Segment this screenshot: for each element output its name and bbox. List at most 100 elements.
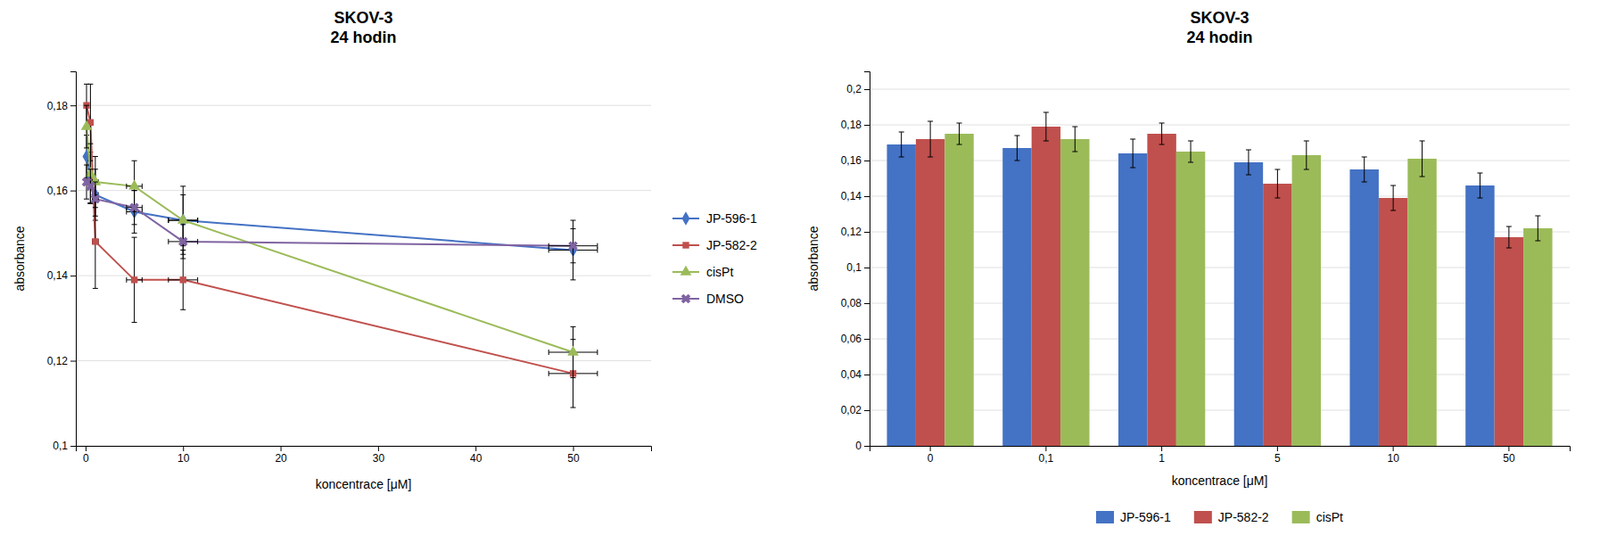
series [81,105,598,378]
tick-mark [70,445,76,447]
grid-line [869,374,1570,376]
tick-label: 0 [855,439,862,453]
grid-line [869,124,1570,126]
tick: 50 [567,445,580,465]
tick-label: 20 [274,452,288,465]
error-bar [1187,140,1194,163]
tick-label: 40 [470,452,483,465]
bar [1349,169,1378,446]
tick-mark [1508,445,1510,452]
tick-mark [864,160,870,162]
x-axis-title: koncentrace [μM] [1171,473,1269,488]
error-bar-x [92,239,99,245]
tick-mark [1277,445,1279,452]
tick: 0,18 [841,118,870,132]
grid-line [869,231,1570,233]
line-chart: 010203040500,10,120,140,160,18SKOV-324 h… [12,8,758,492]
grid-line [869,338,1570,340]
error-bar [956,123,963,145]
x-axis-title: koncentrace [μM] [315,477,413,492]
marker [177,214,190,224]
tick: 0,04 [841,368,870,381]
legend-item: JP-596-1 [1096,510,1172,525]
tick: 0 [927,445,934,465]
tick: 0 [82,445,90,465]
tick-label: 0,1 [1039,452,1055,465]
tick-label: 0,14 [47,269,69,282]
series-line [86,126,574,353]
legend-swatch [1194,511,1213,524]
legend-item: JP-582-2 [672,238,758,253]
y-axis: 0,10,120,140,160,18 [47,72,77,454]
chart-title: SKOV-324 hodin [329,8,396,47]
marker [81,120,93,131]
bar [1494,237,1524,446]
legend-label: JP-596-1 [1120,510,1172,525]
bar [1176,151,1205,446]
grid-line [75,275,652,277]
error-bar [1274,169,1280,198]
legend-item: JP-596-1 [672,211,758,226]
grid [75,105,652,446]
legend-marker [682,211,691,226]
series-line [86,181,574,247]
grid [869,89,1570,446]
error-bar [1534,215,1541,241]
bar [1292,155,1321,446]
tick-mark [85,445,87,452]
legend-marker [682,241,689,248]
marker [82,179,98,194]
tick-mark [864,303,870,305]
axis-line [870,446,1571,453]
tick: 30 [372,445,386,465]
tick-mark [378,445,380,452]
chart-title: SKOV-324 hodin [1186,8,1253,47]
bar [1002,148,1031,446]
tick-label: 0 [82,452,90,465]
tick-mark [864,89,870,91]
chart-title-line: SKOV-3 [1189,8,1249,27]
bar [944,133,974,446]
marker [91,238,99,245]
grid-line [869,410,1570,412]
tick-label: 10 [1386,452,1400,465]
grid-line [869,303,1570,305]
grid-line [869,160,1570,162]
legend: JP-596-1JP-582-2cisPtDMSO [672,211,758,306]
legend-marker [678,291,693,306]
chart-title-line: 24 hodin [329,28,396,47]
tick-mark [70,275,76,277]
tick: 0,16 [47,184,76,198]
plot-area [886,112,1552,446]
error-bar [1129,139,1136,168]
tick-mark [1393,445,1394,452]
tick: 0,08 [841,296,870,310]
error-bar [927,121,933,157]
tick-mark [1045,445,1047,452]
tick: 10 [177,445,190,465]
tick-label: 0 [927,452,934,465]
axis-line [76,446,652,453]
tick-label: 30 [372,452,386,465]
error-bar [1361,156,1368,182]
bar [1465,185,1494,446]
tick: 20 [274,445,288,465]
tick: 10 [1386,445,1400,465]
error-bar [1303,140,1310,170]
tick: 5 [1274,445,1281,465]
tick: 0,12 [47,354,76,368]
y-axis-title: absorbance [806,225,821,291]
tick-mark [70,190,76,192]
bar [1378,197,1408,446]
tick-label: 50 [567,452,580,465]
grid-line [75,189,652,191]
tick-mark [475,445,477,452]
bar [1407,158,1436,446]
legend-item: JP-582-2 [1194,510,1270,525]
tick-mark [864,445,870,447]
legend-label: JP-582-2 [706,238,758,253]
error-bar-y [131,237,138,322]
marker [128,180,141,190]
bar [1234,162,1263,446]
legend-marker [680,265,693,276]
